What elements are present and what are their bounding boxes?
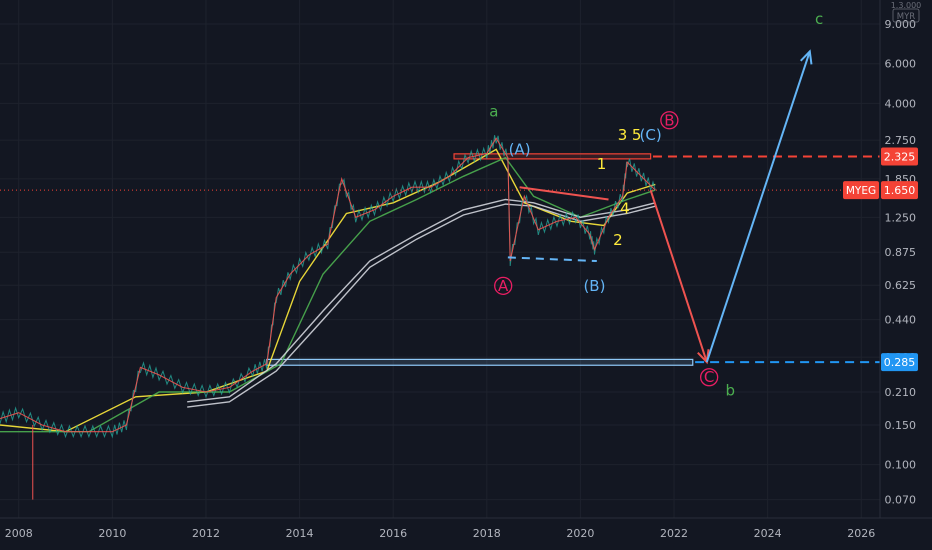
symbol-badge-label: MYEG <box>846 185 876 197</box>
wave-label: 4 <box>620 199 630 217</box>
x-tick-label: 2014 <box>286 527 314 540</box>
y-tick-label: 0.100 <box>885 459 917 472</box>
price-axis-badge: 2.325 <box>881 147 918 166</box>
price-wicks <box>0 135 656 439</box>
x-tick-label: 2022 <box>660 527 688 540</box>
wave-label: c <box>815 10 823 28</box>
wave-label: 5 <box>632 126 642 144</box>
currency-box <box>892 8 920 23</box>
wave-label: (A) <box>509 140 531 158</box>
wave-label-circle <box>699 368 719 387</box>
arrow-head-icon <box>800 49 813 65</box>
support-trendline <box>507 256 597 263</box>
wave-label: (C) <box>640 126 662 144</box>
wave-label: a <box>489 102 498 120</box>
badge-value: 2.325 <box>884 151 916 164</box>
y-tick-label: 2.750 <box>885 134 917 147</box>
x-tick-label: 2018 <box>473 527 501 540</box>
badge-value: 1.650 <box>884 184 916 197</box>
y-tick-label: 0.150 <box>885 419 917 432</box>
symbol-badge <box>843 181 879 200</box>
y-tick-label: 0.875 <box>885 246 917 259</box>
y-tick-label: 0.440 <box>885 314 917 327</box>
x-tick-label: 2008 <box>5 527 33 540</box>
y-tick-label: 4.000 <box>885 97 917 110</box>
y-tick-label: 0.070 <box>885 494 917 507</box>
badge-background <box>881 353 918 372</box>
wave-label-circle <box>660 111 679 130</box>
y-tick-label: 1.250 <box>885 211 917 224</box>
time-axis-background[interactable] <box>0 518 932 550</box>
x-tick-label: 2024 <box>754 527 782 540</box>
x-tick-label: 2012 <box>192 527 220 540</box>
projection-down-line <box>649 189 708 363</box>
moving-average-line <box>187 203 656 408</box>
zone-rectangle <box>453 153 652 160</box>
price-axis-badge: 0.285 <box>881 353 918 372</box>
wave-label: 2 <box>613 231 623 249</box>
price-axis-background[interactable] <box>880 0 932 518</box>
wave-label-circle <box>494 276 513 295</box>
x-tick-label: 2020 <box>566 527 594 540</box>
wave-label: 3 <box>618 126 628 144</box>
currency-code: MYR <box>897 12 916 22</box>
currency-note: 1.3.000 <box>891 1 922 10</box>
wave-labels: a (A) A (B) 1 2 3 4 5(C)B Cb c <box>489 10 823 399</box>
price-axis[interactable]: 9.0006.0004.0002.7501.8501.2500.8750.625… <box>843 18 918 507</box>
currency-label: 1.3.000 MYR <box>891 1 922 23</box>
price-line <box>0 137 656 433</box>
wave-label: 1 <box>597 155 607 173</box>
badge-background <box>881 147 918 166</box>
moving-average-line <box>187 198 656 403</box>
y-tick-label: 6.000 <box>885 58 917 71</box>
y-tick-label: 9.000 <box>885 18 917 31</box>
x-tick-label: 2026 <box>847 527 875 540</box>
wave-label: (B) <box>583 277 605 295</box>
projection-up-line <box>705 51 811 363</box>
moving-average-line <box>0 148 656 433</box>
wave-label: B <box>664 111 674 129</box>
drawings <box>0 49 880 365</box>
zone-rectangle <box>266 358 694 366</box>
x-tick-label: 2016 <box>379 527 407 540</box>
wave-label: C <box>704 368 714 386</box>
badge-value: 0.285 <box>884 356 916 369</box>
resistance-trendline <box>519 186 609 201</box>
badge-background <box>881 181 918 200</box>
series <box>0 135 656 500</box>
y-tick-label: 0.210 <box>885 386 917 399</box>
time-axis[interactable]: 2008 2010 2012 2014 2016 2018 2020 2022 2024 2026 <box>5 527 876 540</box>
x-tick-label: 2010 <box>98 527 126 540</box>
wave-label: A <box>498 277 509 295</box>
wave-label: b <box>725 381 735 399</box>
y-tick-label: 0.625 <box>885 279 917 292</box>
price-axis-badge: 1.650 <box>881 181 918 200</box>
